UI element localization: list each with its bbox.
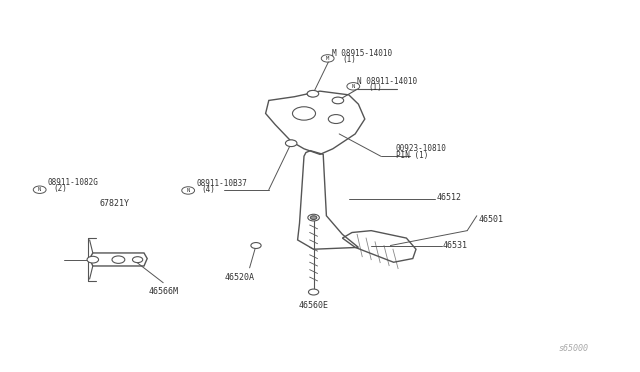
Text: N: N	[186, 188, 190, 193]
Text: M 08915-14010: M 08915-14010	[332, 49, 392, 58]
Text: s65000: s65000	[559, 344, 589, 353]
Circle shape	[310, 216, 317, 219]
Text: 46566M: 46566M	[148, 287, 178, 296]
Text: (1): (1)	[368, 83, 382, 92]
Circle shape	[134, 257, 141, 262]
Text: 46501: 46501	[479, 215, 504, 224]
Text: M: M	[326, 56, 330, 61]
Circle shape	[308, 214, 319, 221]
Text: 46512: 46512	[436, 193, 461, 202]
Circle shape	[112, 256, 125, 263]
Text: 46560E: 46560E	[299, 301, 328, 310]
Text: 67821Y: 67821Y	[99, 199, 129, 208]
Text: (4): (4)	[202, 185, 216, 194]
Text: 08911-1082G: 08911-1082G	[48, 178, 99, 187]
Circle shape	[87, 256, 99, 263]
Text: (1): (1)	[342, 55, 356, 64]
Circle shape	[332, 97, 344, 104]
Text: PIN (1): PIN (1)	[396, 151, 428, 160]
Circle shape	[307, 90, 319, 97]
Circle shape	[308, 289, 319, 295]
Text: N 08911-14010: N 08911-14010	[357, 77, 417, 86]
Circle shape	[285, 140, 297, 147]
Circle shape	[251, 243, 261, 248]
Circle shape	[286, 140, 296, 146]
Text: 00923-10810: 00923-10810	[396, 144, 446, 153]
Text: 46520A: 46520A	[225, 273, 255, 282]
Circle shape	[333, 97, 343, 103]
Circle shape	[132, 257, 143, 263]
Circle shape	[307, 91, 317, 97]
Text: 46531: 46531	[443, 241, 468, 250]
Text: 08911-10B37: 08911-10B37	[196, 179, 247, 188]
Text: (2): (2)	[53, 185, 67, 193]
Text: N: N	[351, 84, 355, 89]
Text: N: N	[38, 187, 42, 192]
